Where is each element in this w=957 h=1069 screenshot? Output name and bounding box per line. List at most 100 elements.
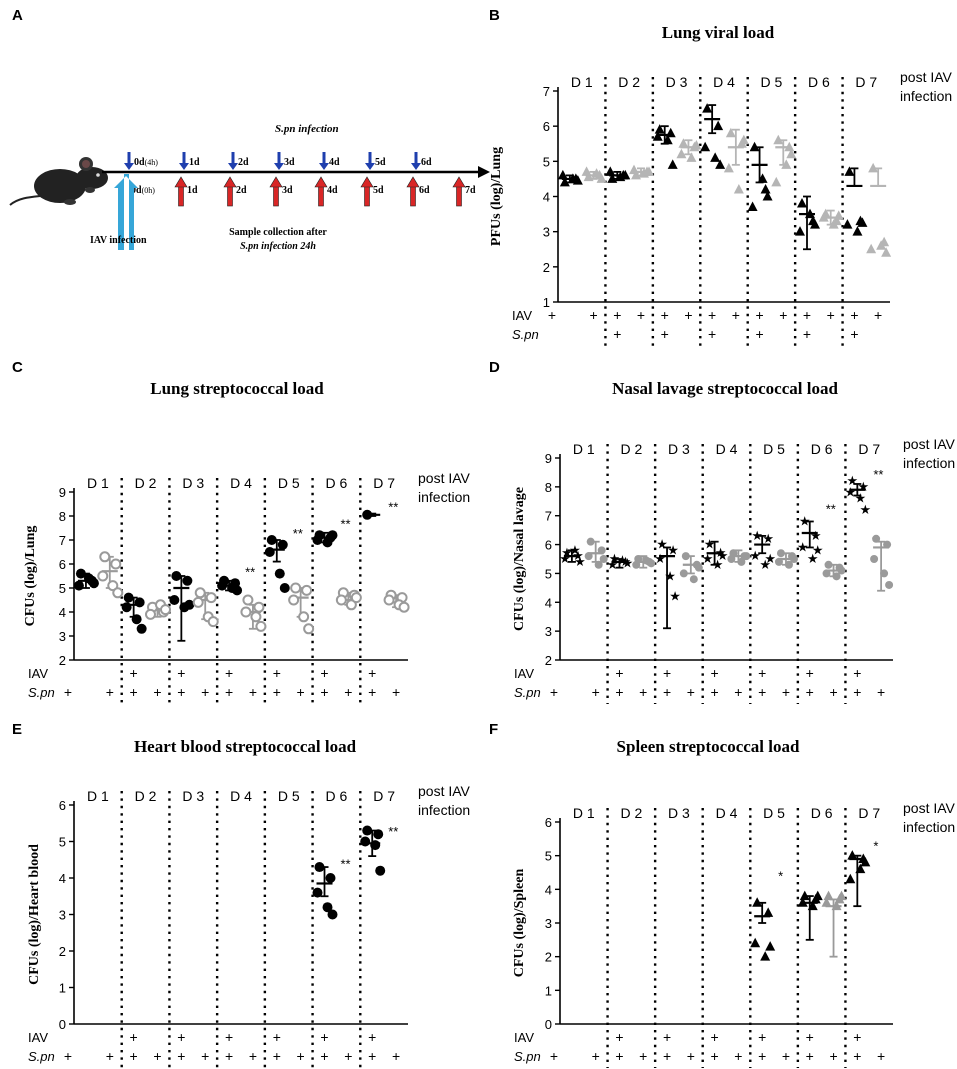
data-point-triangle [572, 175, 583, 185]
iav-infection-arrow [114, 174, 138, 250]
data-point-circle [182, 575, 193, 586]
row-plus: + [320, 1048, 328, 1064]
timeline-top-arrow-head [274, 163, 284, 170]
data-point-triangle [866, 243, 877, 254]
data-point-star: ★ [622, 555, 634, 570]
panel-letter-f: F [489, 721, 498, 738]
data-point-star: ★ [810, 528, 822, 543]
row-plus: + [615, 684, 623, 700]
data-point-triangle [559, 176, 570, 187]
data-point-triangle [605, 166, 616, 176]
y-tick-label: 4 [545, 595, 552, 610]
data-point-triangle [747, 201, 758, 212]
data-point-triangle [799, 890, 810, 901]
row-plus: + [827, 307, 835, 323]
data-group [822, 560, 846, 581]
data-point-ring [383, 594, 395, 606]
timeline-bottom-label: 4d [327, 185, 338, 196]
day-label: D 5 [763, 805, 785, 821]
data-point-dot [885, 580, 894, 589]
data-point-circle [217, 580, 228, 591]
data-point-circle [322, 537, 333, 548]
row-plus: + [201, 1048, 209, 1064]
data-point-circle [171, 571, 182, 581]
data-group [605, 166, 631, 183]
data-point-triangle [760, 183, 771, 194]
y-tick-label: 6 [59, 557, 66, 572]
data-point-triangle [845, 873, 856, 884]
row-plus: + [661, 326, 669, 342]
data-point-triangle [667, 159, 678, 169]
row-plus: + [344, 684, 352, 700]
data-point-triangle [763, 907, 774, 917]
y-tick-label: 2 [545, 950, 552, 965]
spn-infection-title: S.pn infection [275, 123, 339, 135]
data-group [264, 535, 290, 593]
row-plus: + [177, 1029, 185, 1045]
data-point-triangle [855, 863, 866, 874]
row-plus: + [368, 1029, 376, 1045]
data-point-triangle [713, 120, 724, 131]
data-group [360, 825, 386, 876]
day-label: D 5 [278, 788, 300, 804]
data-point-ring [207, 616, 219, 628]
timeline-top-day: 1d [189, 157, 200, 168]
row-plus: + [734, 1048, 742, 1064]
row-plus: + [153, 1048, 161, 1064]
data-point-circle [362, 825, 373, 836]
day-label: D 7 [858, 441, 880, 457]
data-point-triangle [738, 134, 749, 145]
y-tick-label: 5 [545, 566, 552, 581]
day-label: D 7 [858, 805, 880, 821]
data-group: ★★★★★ [702, 537, 729, 572]
data-group [581, 166, 607, 183]
note-text: post IAV [418, 470, 471, 486]
row-plus: + [297, 684, 305, 700]
row-plus: + [249, 684, 257, 700]
y-tick-label: 5 [543, 154, 550, 169]
data-point-star: ★ [844, 485, 856, 500]
data-point-circle [88, 578, 99, 589]
row-plus: + [177, 684, 185, 700]
data-point-triangle [654, 124, 665, 134]
row-plus: + [249, 1048, 257, 1064]
data-point-dot [742, 552, 751, 561]
data-point-triangle [691, 140, 702, 150]
row-plus: + [615, 665, 623, 681]
data-point-circle [360, 836, 371, 847]
row-plus: + [177, 1048, 185, 1064]
data-group [870, 534, 894, 592]
data-point-star: ★ [667, 542, 679, 557]
row-plus: + [64, 1048, 72, 1064]
data-point-ring [398, 601, 410, 613]
y-tick-label: 5 [59, 581, 66, 596]
data-point-circle [312, 535, 323, 545]
data-group [629, 164, 654, 180]
data-group [97, 551, 124, 599]
data-point-star: ★ [607, 557, 619, 572]
row-plus: + [663, 684, 671, 700]
row-plus: + [661, 307, 669, 323]
data-point-triangle [723, 162, 734, 173]
row-plus: + [130, 684, 138, 700]
timeline-top-day: 2d [238, 157, 249, 168]
row-plus: + [684, 307, 692, 323]
y-axis-label: CFUs (log)/Spleen [512, 869, 527, 978]
data-point-ring [350, 592, 362, 604]
y-axis-label: CFUs (log)/Nasal lavage [512, 487, 527, 631]
y-tick-label: 5 [59, 835, 66, 850]
data-point-circle [322, 902, 333, 913]
data-group [312, 862, 338, 920]
data-point-circle [314, 862, 325, 873]
row-plus: + [392, 1048, 400, 1064]
data-point-triangle [644, 166, 654, 176]
row-plus: + [850, 307, 858, 323]
row-plus: + [392, 684, 400, 700]
timeline-bottom-arrow-shaft [318, 185, 324, 207]
row-plus: + [225, 1029, 233, 1045]
data-group: ★★★★★ [607, 551, 634, 572]
timeline-bottom-label: 0d(0h) [131, 185, 155, 196]
row-plus: + [779, 307, 787, 323]
data-group [335, 587, 362, 611]
row-label: IAV [512, 308, 532, 323]
